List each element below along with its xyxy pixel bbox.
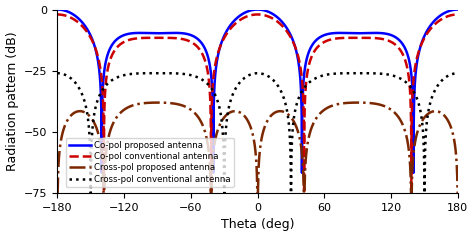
Co-pol conventional antenna (348, 36, 354, 39)
Cross-pol proposed antenna (263, 123, 268, 126)
Co-pol proposed antenna (55, 8, 60, 11)
Line: Co-pol conventional antenna: Co-pol conventional antenna (57, 14, 458, 191)
Co-pol proposed antenna (186, 33, 192, 36)
Line: Co-pol proposed antenna: Co-pol proposed antenna (57, 9, 458, 173)
Co-pol conventional antenna (312, 48, 318, 51)
Cross-pol proposed antenna (425, 113, 430, 116)
Cross-pol proposed antenna (155, 101, 160, 104)
Cross-pol conventional antenna (425, 116, 430, 119)
Co-pol proposed antenna (55, 8, 61, 11)
Co-pol conventional antenna (55, 13, 61, 16)
Co-pol proposed antenna (455, 8, 461, 11)
Line: Cross-pol proposed antenna: Cross-pol proposed antenna (57, 103, 458, 193)
Cross-pol conventional antenna (312, 77, 318, 80)
Co-pol conventional antenna (101, 190, 107, 193)
Cross-pol conventional antenna (186, 73, 192, 76)
X-axis label: Theta (deg): Theta (deg) (221, 219, 294, 232)
Co-pol conventional antenna (263, 14, 268, 17)
Co-pol conventional antenna (425, 32, 430, 35)
Co-pol proposed antenna (263, 9, 268, 12)
Cross-pol proposed antenna (455, 192, 461, 195)
Cross-pol conventional antenna (263, 73, 268, 76)
Co-pol conventional antenna (455, 13, 461, 16)
Co-pol conventional antenna (55, 13, 60, 16)
Co-pol proposed antenna (425, 29, 430, 32)
Co-pol proposed antenna (348, 32, 354, 35)
Co-pol proposed antenna (312, 40, 318, 42)
Cross-pol conventional antenna (88, 192, 93, 195)
Legend: Co-pol proposed antenna, Co-pol conventional antenna, Cross-pol proposed antenna: Co-pol proposed antenna, Co-pol conventi… (65, 138, 234, 187)
Cross-pol proposed antenna (312, 118, 318, 121)
Co-pol conventional antenna (186, 40, 192, 42)
Y-axis label: Radiation pattern (dB): Radiation pattern (dB) (6, 32, 18, 171)
Cross-pol proposed antenna (55, 172, 61, 174)
Cross-pol conventional antenna (455, 72, 461, 75)
Cross-pol proposed antenna (186, 107, 192, 110)
Cross-pol conventional antenna (348, 72, 354, 75)
Cross-pol proposed antenna (348, 101, 354, 104)
Co-pol proposed antenna (299, 171, 305, 174)
Cross-pol proposed antenna (55, 192, 60, 195)
Cross-pol conventional antenna (55, 72, 61, 75)
Line: Cross-pol conventional antenna: Cross-pol conventional antenna (57, 73, 458, 193)
Cross-pol conventional antenna (55, 72, 60, 75)
